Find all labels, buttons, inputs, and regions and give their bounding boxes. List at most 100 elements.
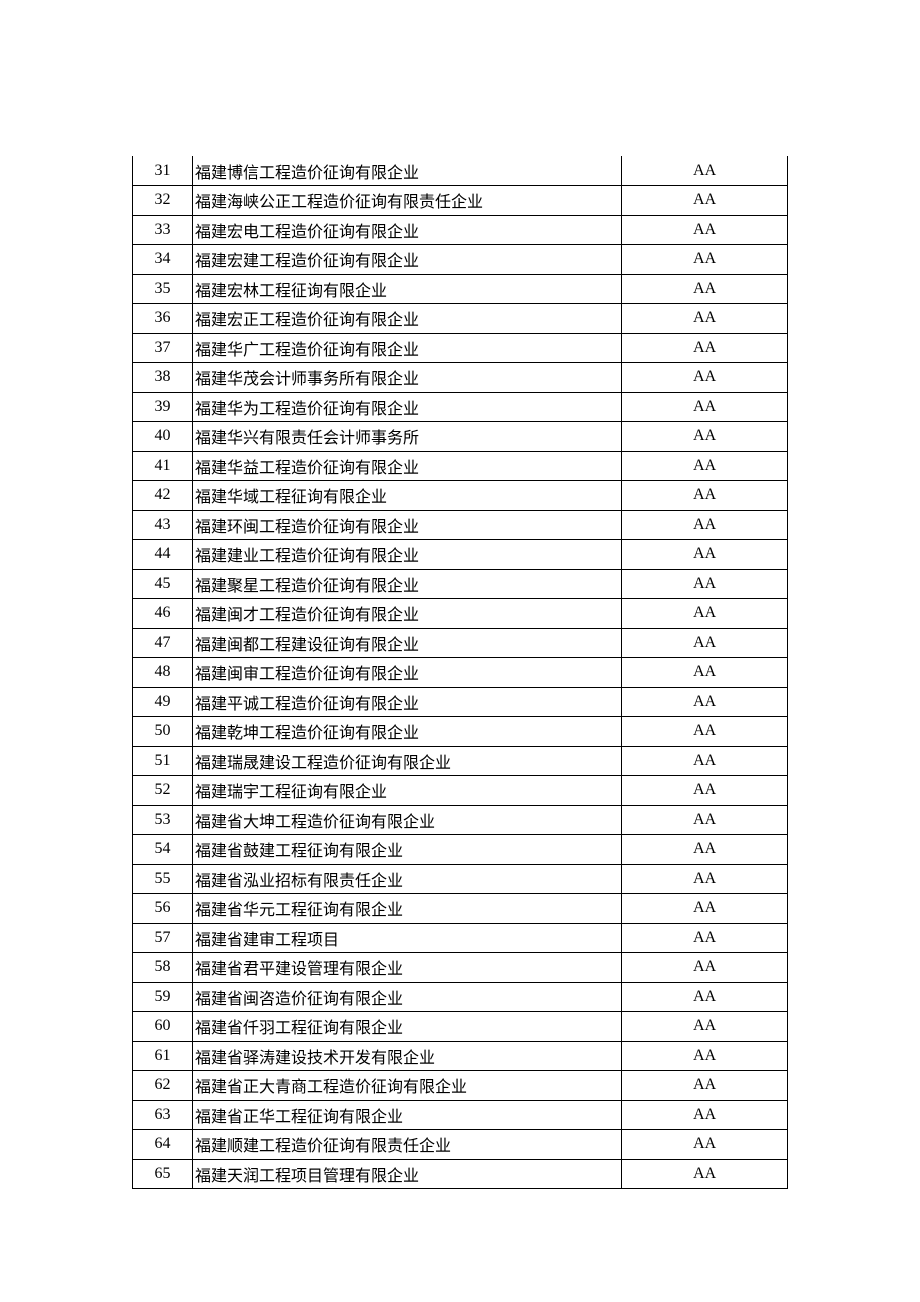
- row-index: 41: [133, 451, 193, 481]
- company-name: 福建华为工程造价征询有限企业: [192, 392, 621, 422]
- rating-value: AA: [622, 1041, 788, 1071]
- company-name: 福建华广工程造价征询有限企业: [192, 333, 621, 363]
- table-row: 31福建博信工程造价征询有限企业AA: [133, 156, 788, 186]
- table-row: 62福建省正大青商工程造价征询有限企业AA: [133, 1071, 788, 1101]
- table-row: 45福建聚星工程造价征询有限企业AA: [133, 569, 788, 599]
- rating-value: AA: [622, 923, 788, 953]
- rating-value: AA: [622, 422, 788, 452]
- company-name: 福建省建审工程项目: [192, 923, 621, 953]
- table-row: 55福建省泓业招标有限责任企业AA: [133, 864, 788, 894]
- company-name: 福建华兴有限责任会计师事务所: [192, 422, 621, 452]
- company-name: 福建省正华工程征询有限企业: [192, 1100, 621, 1130]
- row-index: 61: [133, 1041, 193, 1071]
- company-name: 福建省大坤工程造价征询有限企业: [192, 805, 621, 835]
- row-index: 34: [133, 245, 193, 275]
- rating-value: AA: [622, 333, 788, 363]
- table-row: 57福建省建审工程项目AA: [133, 923, 788, 953]
- table-row: 48福建闽审工程造价征询有限企业AA: [133, 658, 788, 688]
- row-index: 50: [133, 717, 193, 747]
- row-index: 37: [133, 333, 193, 363]
- row-index: 60: [133, 1012, 193, 1042]
- table-row: 51福建瑞晟建设工程造价征询有限企业AA: [133, 746, 788, 776]
- row-index: 45: [133, 569, 193, 599]
- table-row: 58福建省君平建设管理有限企业AA: [133, 953, 788, 983]
- row-index: 52: [133, 776, 193, 806]
- company-name: 福建建业工程造价征询有限企业: [192, 540, 621, 570]
- table-row: 44福建建业工程造价征询有限企业AA: [133, 540, 788, 570]
- rating-value: AA: [622, 1100, 788, 1130]
- company-name: 福建瑞晟建设工程造价征询有限企业: [192, 746, 621, 776]
- row-index: 49: [133, 687, 193, 717]
- table-row: 53福建省大坤工程造价征询有限企业AA: [133, 805, 788, 835]
- table-row: 60福建省仟羽工程征询有限企业AA: [133, 1012, 788, 1042]
- row-index: 53: [133, 805, 193, 835]
- row-index: 39: [133, 392, 193, 422]
- row-index: 44: [133, 540, 193, 570]
- rating-value: AA: [622, 982, 788, 1012]
- row-index: 62: [133, 1071, 193, 1101]
- company-name: 福建省华元工程征询有限企业: [192, 894, 621, 924]
- row-index: 38: [133, 363, 193, 393]
- rating-value: AA: [622, 599, 788, 629]
- rating-value: AA: [622, 569, 788, 599]
- row-index: 59: [133, 982, 193, 1012]
- company-name: 福建省泓业招标有限责任企业: [192, 864, 621, 894]
- company-name: 福建华茂会计师事务所有限企业: [192, 363, 621, 393]
- table-row: 49福建平诚工程造价征询有限企业AA: [133, 687, 788, 717]
- rating-value: AA: [622, 658, 788, 688]
- row-index: 36: [133, 304, 193, 334]
- company-name: 福建瑞宇工程征询有限企业: [192, 776, 621, 806]
- company-name: 福建宏林工程征询有限企业: [192, 274, 621, 304]
- company-name: 福建省闽咨造价征询有限企业: [192, 982, 621, 1012]
- company-name: 福建省仟羽工程征询有限企业: [192, 1012, 621, 1042]
- company-name: 福建华域工程征询有限企业: [192, 481, 621, 511]
- rating-value: AA: [622, 451, 788, 481]
- table-row: 40福建华兴有限责任会计师事务所AA: [133, 422, 788, 452]
- rating-value: AA: [622, 805, 788, 835]
- row-index: 33: [133, 215, 193, 245]
- company-name: 福建顺建工程造价征询有限责任企业: [192, 1130, 621, 1160]
- company-name: 福建环闽工程造价征询有限企业: [192, 510, 621, 540]
- row-index: 40: [133, 422, 193, 452]
- row-index: 32: [133, 186, 193, 216]
- rating-value: AA: [622, 481, 788, 511]
- table-row: 52福建瑞宇工程征询有限企业AA: [133, 776, 788, 806]
- rating-value: AA: [622, 776, 788, 806]
- table-row: 61福建省驿涛建设技术开发有限企业AA: [133, 1041, 788, 1071]
- table-row: 33福建宏电工程造价征询有限企业AA: [133, 215, 788, 245]
- rating-value: AA: [622, 274, 788, 304]
- row-index: 42: [133, 481, 193, 511]
- company-rating-table: 31福建博信工程造价征询有限企业AA32福建海峡公正工程造价征询有限责任企业AA…: [132, 156, 788, 1189]
- table-row: 59福建省闽咨造价征询有限企业AA: [133, 982, 788, 1012]
- table-row: 32福建海峡公正工程造价征询有限责任企业AA: [133, 186, 788, 216]
- table-row: 43福建环闽工程造价征询有限企业AA: [133, 510, 788, 540]
- row-index: 51: [133, 746, 193, 776]
- row-index: 54: [133, 835, 193, 865]
- row-index: 58: [133, 953, 193, 983]
- company-name: 福建闽才工程造价征询有限企业: [192, 599, 621, 629]
- table-row: 50福建乾坤工程造价征询有限企业AA: [133, 717, 788, 747]
- company-name: 福建聚星工程造价征询有限企业: [192, 569, 621, 599]
- rating-value: AA: [622, 864, 788, 894]
- row-index: 64: [133, 1130, 193, 1160]
- table-row: 41福建华益工程造价征询有限企业AA: [133, 451, 788, 481]
- company-name: 福建华益工程造价征询有限企业: [192, 451, 621, 481]
- company-name: 福建省鼓建工程征询有限企业: [192, 835, 621, 865]
- company-name: 福建海峡公正工程造价征询有限责任企业: [192, 186, 621, 216]
- row-index: 43: [133, 510, 193, 540]
- rating-value: AA: [622, 392, 788, 422]
- row-index: 35: [133, 274, 193, 304]
- rating-value: AA: [622, 1130, 788, 1160]
- rating-value: AA: [622, 1071, 788, 1101]
- table-row: 56福建省华元工程征询有限企业AA: [133, 894, 788, 924]
- rating-value: AA: [622, 245, 788, 275]
- rating-value: AA: [622, 186, 788, 216]
- rating-value: AA: [622, 156, 788, 186]
- table-row: 54福建省鼓建工程征询有限企业AA: [133, 835, 788, 865]
- table-row: 36福建宏正工程造价征询有限企业AA: [133, 304, 788, 334]
- company-name: 福建宏电工程造价征询有限企业: [192, 215, 621, 245]
- rating-value: AA: [622, 363, 788, 393]
- row-index: 57: [133, 923, 193, 953]
- row-index: 47: [133, 628, 193, 658]
- company-name: 福建闽审工程造价征询有限企业: [192, 658, 621, 688]
